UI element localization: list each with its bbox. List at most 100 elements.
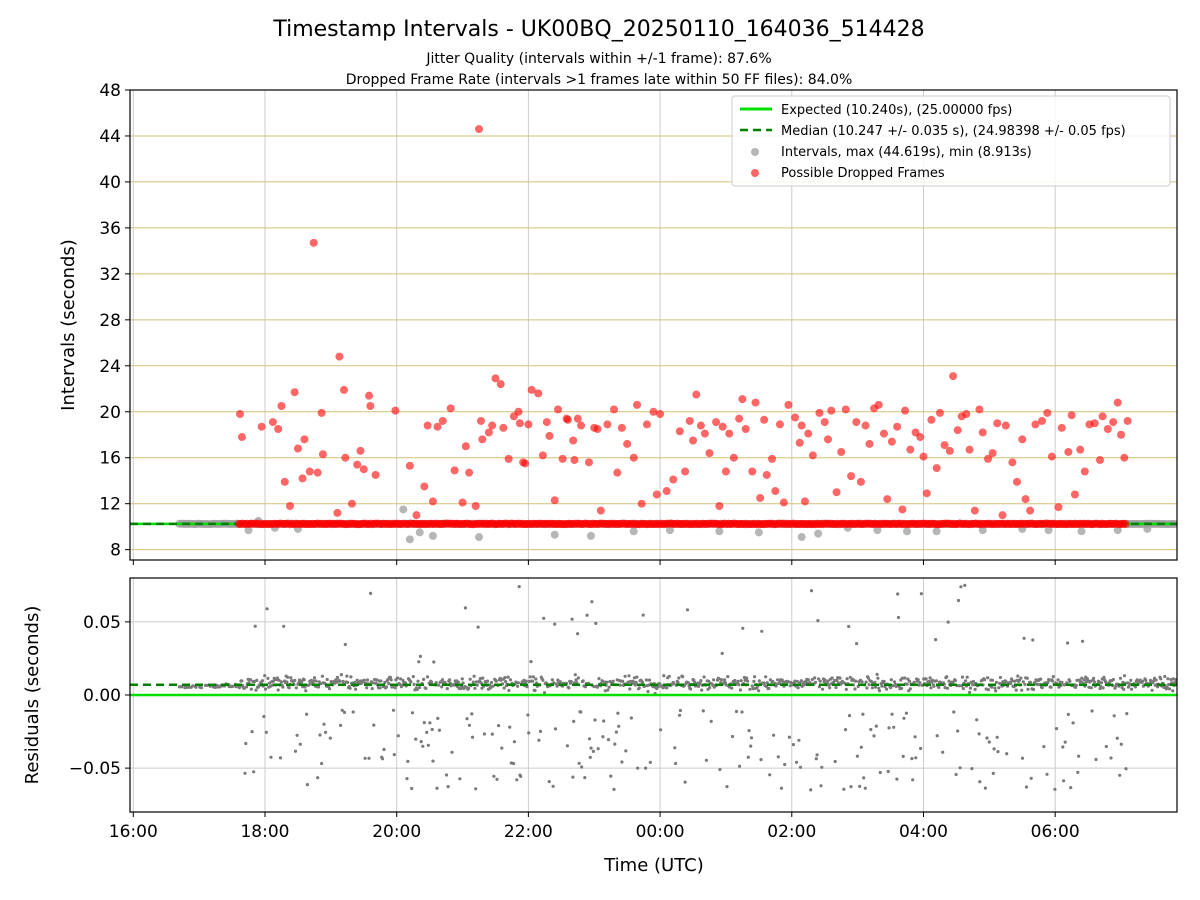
residual-point xyxy=(730,734,735,739)
residual-point xyxy=(349,675,353,679)
residual-point xyxy=(191,684,195,688)
residual-point xyxy=(267,681,272,685)
residual-point xyxy=(550,678,555,682)
residual-point xyxy=(629,716,634,720)
residual-point xyxy=(827,683,831,687)
residual-point xyxy=(963,583,967,588)
residual-point xyxy=(606,738,611,742)
residual-point xyxy=(612,787,616,792)
residual-point xyxy=(369,591,373,596)
x-tick-label: 00:00 xyxy=(636,822,685,842)
residual-point xyxy=(428,721,432,725)
dropped-frame-point xyxy=(735,414,744,423)
dropped-frame-point xyxy=(1018,435,1027,444)
residual-point xyxy=(834,685,838,690)
residual-point xyxy=(725,785,729,789)
dropped-frame-point xyxy=(815,408,824,417)
residual-point xyxy=(1056,678,1060,682)
intervals-y-tick-label: 44 xyxy=(99,127,121,147)
dropped-frame-point xyxy=(359,465,368,474)
dropped-frame-point xyxy=(993,419,1002,428)
residual-point xyxy=(753,675,757,679)
residual-point xyxy=(399,677,403,681)
residual-point xyxy=(623,674,627,678)
residual-point xyxy=(968,686,973,690)
dropped-frame-point xyxy=(689,436,698,445)
residual-point xyxy=(929,686,933,690)
interval-point xyxy=(932,527,941,536)
residual-point xyxy=(912,680,916,684)
residual-point xyxy=(873,680,877,685)
interval-point xyxy=(754,528,763,537)
dropped-frame-point xyxy=(412,511,421,520)
residual-point xyxy=(986,676,990,680)
residual-point xyxy=(945,686,950,690)
residual-point xyxy=(491,684,495,688)
residual-point xyxy=(686,681,690,685)
residual-point xyxy=(1062,779,1066,783)
residual-point xyxy=(900,686,904,691)
residual-point xyxy=(878,770,882,775)
residual-point xyxy=(489,680,494,685)
residual-point xyxy=(635,675,639,679)
residual-point xyxy=(932,684,936,688)
residual-point xyxy=(968,690,972,695)
residual-point xyxy=(867,683,871,687)
residual-point xyxy=(304,689,308,693)
residual-point xyxy=(577,761,581,765)
residual-point xyxy=(752,679,756,684)
residual-point xyxy=(614,730,619,734)
dropped-frame-point xyxy=(458,498,467,507)
residual-point xyxy=(245,685,249,689)
residual-point xyxy=(339,723,343,728)
residual-point xyxy=(659,728,663,732)
residuals-data xyxy=(130,583,1177,792)
residual-point xyxy=(634,680,638,685)
residual-point xyxy=(1092,680,1096,684)
residual-point xyxy=(889,678,893,682)
residuals-y-tick-label: −0.05 xyxy=(69,759,121,779)
residual-point xyxy=(616,711,620,715)
residual-point xyxy=(324,730,328,735)
dropped-frame-point xyxy=(333,508,342,517)
interval-point xyxy=(715,527,724,536)
dropped-frame-point xyxy=(725,429,734,438)
residual-point xyxy=(633,683,637,687)
intervals-y-tick-label: 28 xyxy=(99,311,121,331)
residual-point xyxy=(667,674,671,678)
residual-point xyxy=(1026,687,1030,691)
dropped-frame-point xyxy=(768,454,777,463)
dropped-frame-point xyxy=(257,422,266,431)
residual-point xyxy=(297,681,301,685)
residual-point xyxy=(956,598,961,603)
residual-point xyxy=(701,709,705,713)
dropped-frame-point xyxy=(496,380,505,389)
residual-point xyxy=(541,678,545,682)
dropped-frame-point xyxy=(1057,423,1066,432)
residual-point xyxy=(632,676,637,680)
dropped-frame-point xyxy=(423,421,432,430)
residual-point xyxy=(723,678,727,682)
residual-point xyxy=(762,681,766,685)
residual-point xyxy=(809,788,813,792)
residual-point xyxy=(960,675,965,679)
residual-point xyxy=(515,778,519,782)
residual-point xyxy=(293,749,298,753)
intervals-y-tick-label: 32 xyxy=(99,265,121,285)
residual-point xyxy=(507,688,511,693)
dropped-frame-point xyxy=(656,410,665,419)
residual-point xyxy=(583,776,587,780)
residual-point xyxy=(928,676,932,680)
residual-point xyxy=(596,747,600,751)
residual-point xyxy=(973,687,977,692)
legend-median-label: Median (10.247 +/- 0.035 s), (24.98398 +… xyxy=(781,124,1126,139)
chart-title: Timestamp Intervals - UK00BQ_20250110_16… xyxy=(272,17,924,42)
residual-point xyxy=(389,678,393,682)
residual-point xyxy=(602,719,606,723)
residual-point xyxy=(1061,745,1065,749)
intervals-y-tick-label: 16 xyxy=(99,449,121,469)
residual-point xyxy=(565,744,570,748)
dropped-frame-point xyxy=(471,501,480,510)
dropped-frame-point xyxy=(771,487,780,496)
residual-point xyxy=(958,766,962,770)
